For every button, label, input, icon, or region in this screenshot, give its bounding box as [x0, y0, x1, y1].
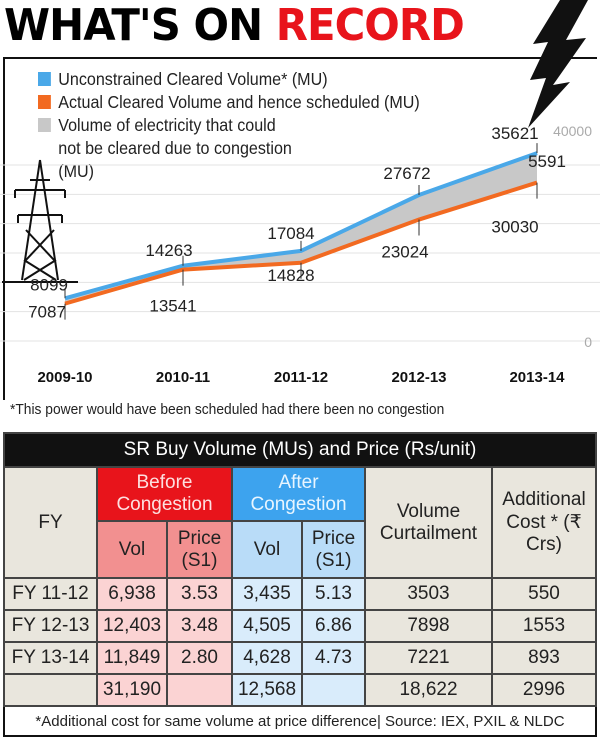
data-label: 14828: [267, 266, 314, 285]
data-label: 35621: [491, 124, 538, 143]
data-label: 14263: [145, 241, 192, 260]
x-tick-label: 2012-13: [391, 369, 446, 386]
header-before-vol: Vol: [96, 520, 168, 579]
table-cell: [301, 673, 366, 707]
title-part1: WHAT'S ON: [4, 0, 263, 51]
table-cell: FY 13-14: [3, 641, 98, 675]
table-cell: 2996: [491, 673, 597, 707]
table-row: 31,190 12,568 18,622 2996: [3, 673, 597, 707]
legend-item-congestion: Volume of electricity that could not be …: [38, 114, 420, 183]
line-chart: 2009-10 8099 7087 2010-11 14263 13541 2011-12 1…: [0, 123, 600, 386]
annotation-label: 5591: [528, 152, 566, 171]
data-label: 17084: [267, 224, 314, 243]
table-note: *Additional cost for same volume at pric…: [3, 705, 597, 737]
x-tick-label: 2011-12: [274, 369, 328, 386]
page-title: WHAT'S ON RECORD: [4, 0, 465, 51]
legend-swatch: [38, 72, 51, 86]
table-cell: FY 11-12: [3, 577, 98, 611]
table-cell: 3503: [364, 577, 493, 611]
lightning-bolt-icon: [528, 0, 588, 128]
header-cost: Additional Cost * (₹ Crs): [491, 466, 597, 579]
table-cell: 7898: [364, 609, 493, 643]
chart-frame: [3, 57, 597, 400]
table-cell: 11,849: [96, 641, 168, 675]
table-cell: 18,622: [364, 673, 493, 707]
header-before: Before Congestion: [96, 466, 233, 522]
table-cell: 12,568: [231, 673, 303, 707]
x-tick-label: 2013-14: [509, 369, 565, 386]
x-tick-label: 2010-11: [156, 369, 210, 386]
header-fy: FY: [3, 466, 98, 579]
table-cell: FY 12-13: [3, 609, 98, 643]
data-label: 27672: [383, 164, 430, 183]
legend-swatch: [38, 118, 51, 132]
table-cell: 12,403: [96, 609, 168, 643]
x-tick-label: 2009-10: [37, 369, 92, 386]
chart-footnote: *This power would have been scheduled ha…: [10, 401, 445, 418]
legend-swatch: [38, 95, 51, 109]
data-label: 13541: [149, 297, 196, 316]
series-line-actual: [64, 180, 538, 306]
data-label: 8099: [30, 275, 68, 294]
table-cell: [3, 673, 98, 707]
table-cell: 6.86: [301, 609, 366, 643]
title-part2: RECORD: [275, 0, 465, 51]
header-after: After Congestion: [231, 466, 366, 522]
table-cell: 31,190: [96, 673, 168, 707]
table-cell: 6,938: [96, 577, 168, 611]
header-after-vol: Vol: [231, 520, 303, 579]
y-tick-label: 40000: [553, 123, 592, 139]
table-row: FY 13-14 11,849 2.80 4,628 4.73 7221 893: [3, 641, 597, 675]
table-cell: 4.73: [301, 641, 366, 675]
y-tick-label: 0: [584, 334, 592, 350]
data-label: 23024: [381, 243, 428, 262]
table-cell: 7221: [364, 641, 493, 675]
header-after-price: Price (S1): [301, 520, 366, 579]
table-cell: 893: [491, 641, 597, 675]
table-cell: 1553: [491, 609, 597, 643]
legend-label: Unconstrained Cleared Volume* (MU): [58, 69, 328, 89]
chart-legend: Unconstrained Cleared Volume* (MU) Actua…: [38, 68, 420, 183]
table-cell: 4,628: [231, 641, 303, 675]
table-cell: [166, 673, 233, 707]
table-cell: 5.13: [301, 577, 366, 611]
data-table: SR Buy Volume (MUs) and Price (Rs/unit) …: [3, 432, 597, 737]
data-label: 7087: [28, 303, 66, 322]
table-cell: 4,505: [231, 609, 303, 643]
header-before-price: Price (S1): [166, 520, 233, 579]
legend-label: Actual Cleared Volume and hence schedule…: [58, 92, 420, 112]
table-title: SR Buy Volume (MUs) and Price (Rs/unit): [3, 432, 597, 468]
table-row: FY 11-12 6,938 3.53 3,435 5.13 3503 550: [3, 577, 597, 611]
data-label: 30030: [491, 218, 538, 237]
table-row: FY 12-13 12,403 3.48 4,505 6.86 7898 1553: [3, 609, 597, 643]
legend-item-unconstrained: Unconstrained Cleared Volume* (MU): [38, 68, 420, 91]
header-curtail: Volume Curtailment: [364, 466, 493, 579]
legend-label: Volume of electricity that could not be …: [58, 115, 292, 181]
table-cell: 3.48: [166, 609, 233, 643]
table-cell: 550: [491, 577, 597, 611]
table-cell: 3,435: [231, 577, 303, 611]
table-cell: 2.80: [166, 641, 233, 675]
table-cell: 3.53: [166, 577, 233, 611]
power-pylon-icon: [2, 159, 78, 283]
legend-item-actual: Actual Cleared Volume and hence schedule…: [38, 91, 420, 114]
